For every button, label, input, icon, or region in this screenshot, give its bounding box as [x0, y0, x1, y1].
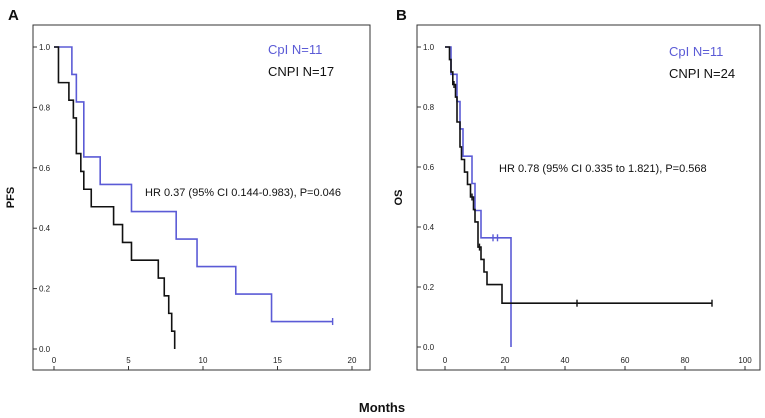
y-tick-label: 1.0 — [423, 43, 435, 52]
hazard-ratio-annotation: HR 0.37 (95% CI 0.144-0.983), P=0.046 — [145, 187, 341, 199]
y-tick-label: 0.8 — [39, 103, 51, 112]
x-tick-label: 80 — [681, 356, 690, 365]
y-tick-label: 0.6 — [39, 164, 51, 173]
km-curve-series-1 — [54, 46, 333, 323]
panel-label: A — [8, 7, 19, 24]
panel-b: B 0.0 0.2 0.4 0.6 0.8 1.0 0 20 40 60 80 100 OS CpI N=1… — [393, 7, 761, 371]
y-tick-label: 0.8 — [423, 103, 435, 112]
x-tick-label: 0 — [443, 356, 448, 365]
x-tick-label: 60 — [621, 356, 630, 365]
panel-a: A 0.0 0.2 0.4 0.6 0.8 1.0 0 5 10 15 20 PFS CpI N=11 CN… — [5, 7, 371, 371]
x-tick-label: 0 — [52, 356, 57, 365]
y-tick-label: 0.4 — [39, 224, 51, 233]
y-axis-title: PFS — [5, 187, 17, 208]
legend-entry: CNPI N=24 — [669, 66, 735, 81]
y-tick-label: 0.2 — [39, 285, 51, 294]
x-tick-label: 15 — [273, 356, 282, 365]
x-tick-label: 5 — [126, 356, 131, 365]
y-tick-label: 0.0 — [423, 343, 435, 352]
x-tick-label: 100 — [738, 356, 752, 365]
y-tick-label: 0.2 — [423, 283, 435, 292]
y-axis-title: OS — [393, 190, 405, 206]
x-tick-label: 20 — [348, 356, 357, 365]
km-curve-series-2 — [445, 46, 712, 304]
y-tick-label: 1.0 — [39, 43, 51, 52]
legend-entry: CpI N=11 — [669, 44, 723, 59]
km-curve-series-1 — [445, 46, 512, 347]
legend-entry: CNPI N=17 — [268, 64, 334, 79]
panel-label: B — [396, 7, 407, 24]
y-tick-label: 0.0 — [39, 345, 51, 354]
hazard-ratio-annotation: HR 0.78 (95% CI 0.335 to 1.821), P=0.568 — [499, 163, 707, 175]
x-tick-label: 20 — [501, 356, 510, 365]
y-tick-label: 0.4 — [423, 223, 435, 232]
km-curve-series-2 — [54, 46, 176, 349]
x-tick-label: 10 — [199, 356, 208, 365]
shared-x-axis-title: Months — [359, 400, 405, 415]
plot-frame — [32, 24, 371, 371]
plot-frame — [416, 24, 761, 371]
y-tick-label: 0.6 — [423, 163, 435, 172]
x-tick-label: 40 — [561, 356, 570, 365]
legend-entry: CpI N=11 — [268, 42, 322, 57]
